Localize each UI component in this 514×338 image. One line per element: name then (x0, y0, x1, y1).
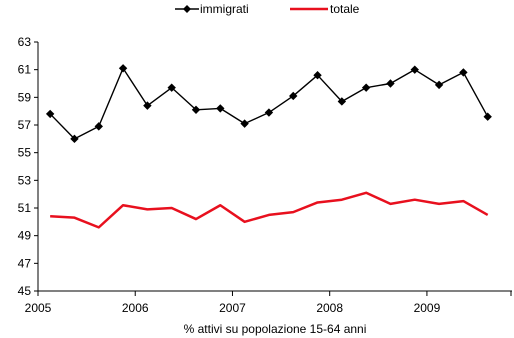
data-point-immigrati (386, 79, 395, 88)
data-point-immigrati (216, 104, 225, 113)
y-tick-label: 55 (18, 146, 32, 160)
legend-label-immigrati: immigrati (200, 2, 249, 16)
y-tick-label: 57 (18, 118, 32, 132)
data-point-immigrati (459, 68, 468, 77)
y-tick-label: 59 (18, 90, 32, 104)
x-tick-label: 2009 (414, 301, 441, 315)
data-point-immigrati (191, 105, 201, 114)
data-point-immigrati (289, 91, 298, 101)
data-point-immigrati (483, 112, 492, 121)
y-tick-label: 47 (18, 256, 32, 270)
data-point-immigrati (337, 97, 347, 106)
plot-area (45, 64, 492, 229)
data-point-immigrati (143, 101, 152, 110)
series-line-totale (50, 191, 489, 229)
series-line-immigrati (49, 67, 489, 140)
y-tick-label: 61 (18, 63, 32, 77)
x-tick-label: 2006 (122, 301, 149, 315)
data-point-immigrati (264, 108, 274, 117)
data-point-immigrati (94, 122, 103, 131)
x-tick-label: 2005 (25, 301, 52, 315)
y-tick-label: 63 (18, 35, 32, 49)
data-point-immigrati (118, 64, 128, 73)
y-axis: 45 47 49 51 53 55 57 59 61 63 (18, 35, 39, 298)
x-axis: 2005 2006 2007 2008 2009 (25, 290, 512, 315)
y-tick-label: 53 (18, 173, 32, 187)
data-point-immigrati (361, 83, 371, 92)
data-point-immigrati (167, 83, 176, 92)
x-tick-label: 2008 (316, 301, 343, 315)
data-point-immigrati (240, 119, 249, 128)
data-point-immigrati (434, 80, 444, 90)
y-tick-label: 51 (18, 201, 32, 215)
data-point-immigrati (45, 109, 55, 119)
data-point-immigrati (70, 134, 79, 144)
y-tick-label: 49 (18, 229, 32, 243)
legend-marker-immigrati (183, 5, 191, 13)
legend-label-totale: totale (330, 2, 360, 16)
legend: immigrati totale (175, 2, 360, 16)
y-tick-label: 45 (18, 284, 32, 298)
data-point-immigrati (410, 65, 419, 74)
x-tick-label: 2007 (219, 301, 246, 315)
x-axis-title: % attivi su popolazione 15-64 anni (184, 322, 367, 336)
data-point-immigrati (313, 71, 322, 80)
